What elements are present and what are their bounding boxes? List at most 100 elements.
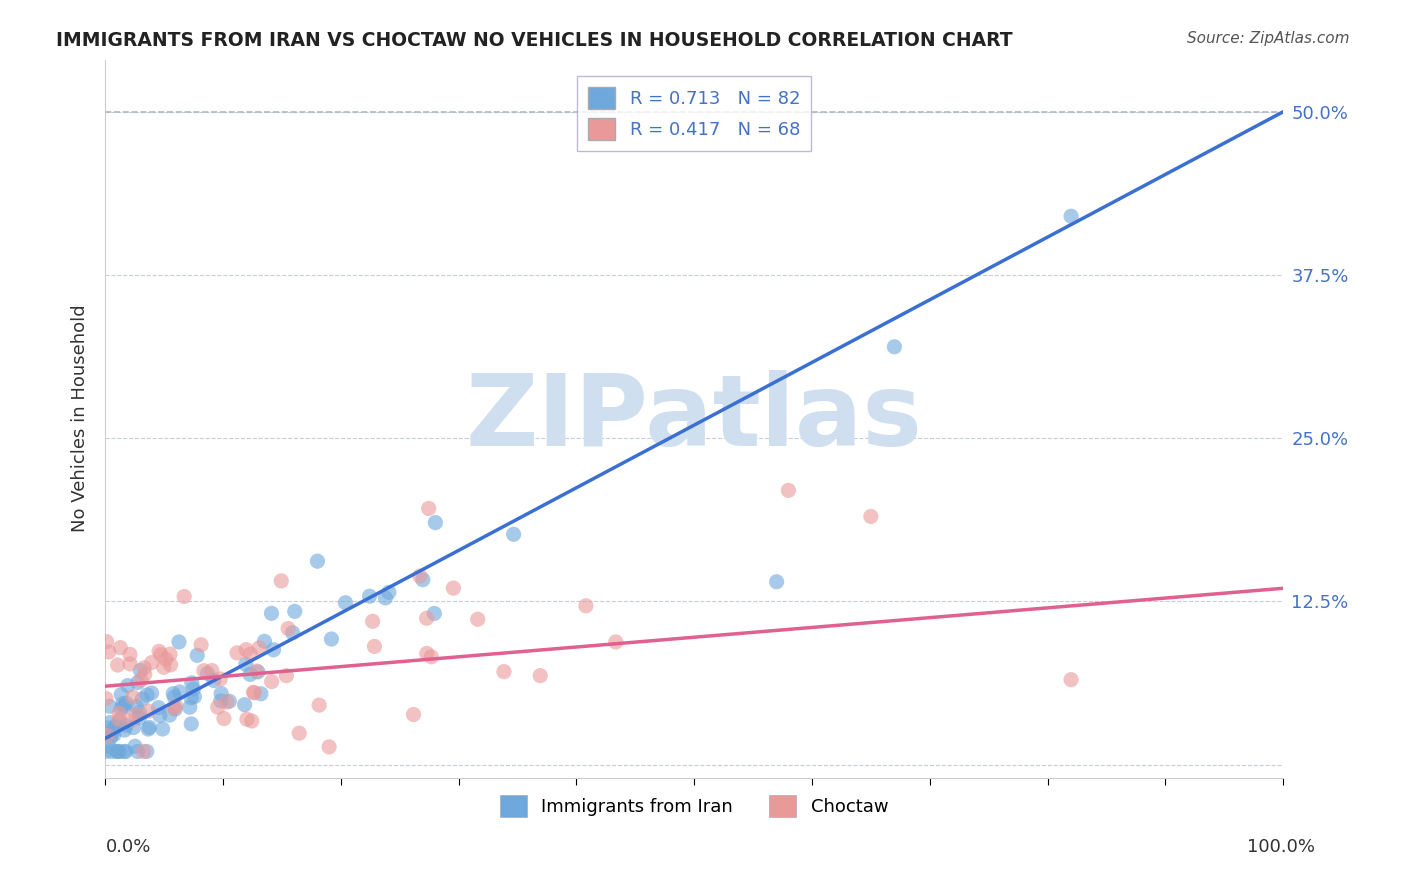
Point	[180, 690, 202, 705]
Point	[98, 699, 121, 714]
Point	[97, 739, 120, 753]
Point	[242, 685, 264, 699]
Point	[270, 574, 292, 588]
Point	[467, 612, 489, 626]
Point	[236, 712, 259, 726]
Point	[108, 713, 131, 727]
Point	[107, 744, 129, 758]
Point	[243, 686, 266, 700]
Point	[193, 664, 215, 678]
Point	[128, 711, 150, 725]
Point	[129, 673, 152, 687]
Point	[250, 687, 273, 701]
Point	[363, 640, 385, 654]
Point	[284, 604, 307, 618]
Point	[125, 699, 148, 714]
Point	[162, 687, 184, 701]
Point	[212, 712, 235, 726]
Point	[1060, 209, 1083, 223]
Point	[96, 721, 118, 735]
Point	[127, 744, 149, 758]
Point	[778, 483, 800, 498]
Point	[134, 667, 156, 681]
Point	[148, 644, 170, 658]
Point	[197, 666, 219, 681]
Point	[108, 744, 131, 758]
Point	[183, 690, 205, 704]
Point	[94, 744, 117, 758]
Point	[361, 615, 384, 629]
Point	[239, 667, 262, 681]
Point	[1060, 673, 1083, 687]
Point	[226, 646, 249, 660]
Point	[169, 685, 191, 699]
Point	[359, 589, 381, 603]
Point	[112, 744, 135, 758]
Point	[108, 706, 131, 720]
Text: IMMIGRANTS FROM IRAN VS CHOCTAW NO VEHICLES IN HOUSEHOLD CORRELATION CHART: IMMIGRANTS FROM IRAN VS CHOCTAW NO VEHIC…	[56, 31, 1012, 50]
Point	[104, 719, 127, 733]
Text: 100.0%: 100.0%	[1247, 838, 1315, 855]
Point	[167, 635, 190, 649]
Point	[425, 516, 447, 530]
Point	[288, 726, 311, 740]
Point	[135, 744, 157, 758]
Point	[129, 664, 152, 678]
Point	[114, 744, 136, 758]
Point	[159, 647, 181, 661]
Point	[202, 673, 225, 688]
Point	[374, 591, 396, 605]
Point	[235, 642, 257, 657]
Point	[127, 675, 149, 690]
Point	[207, 700, 229, 714]
Point	[107, 658, 129, 673]
Point	[492, 665, 515, 679]
Point	[159, 708, 181, 723]
Point	[149, 648, 172, 662]
Point	[105, 744, 128, 758]
Point	[247, 640, 270, 655]
Point	[420, 649, 443, 664]
Point	[165, 702, 187, 716]
Point	[173, 590, 195, 604]
Point	[108, 714, 131, 729]
Point	[235, 657, 257, 672]
Point	[321, 632, 343, 646]
Text: ZIPatlas: ZIPatlas	[465, 370, 922, 467]
Point	[415, 611, 437, 625]
Point	[125, 707, 148, 722]
Text: Source: ZipAtlas.com: Source: ZipAtlas.com	[1187, 31, 1350, 46]
Point	[148, 700, 170, 714]
Point	[141, 656, 163, 670]
Point	[112, 699, 135, 714]
Point	[97, 645, 120, 659]
Point	[308, 698, 330, 713]
Point	[233, 698, 256, 712]
Point	[246, 665, 269, 679]
Point	[128, 706, 150, 720]
Point	[138, 704, 160, 718]
Point	[115, 718, 138, 732]
Point	[100, 731, 122, 745]
Point	[502, 527, 524, 541]
Point	[110, 640, 132, 655]
Point	[190, 638, 212, 652]
Point	[201, 664, 224, 678]
Point	[409, 569, 432, 583]
Point	[138, 720, 160, 734]
Point	[96, 728, 118, 742]
Point	[416, 647, 439, 661]
Point	[218, 694, 240, 708]
Point	[529, 668, 551, 682]
Point	[239, 647, 262, 661]
Point	[136, 688, 159, 702]
Point	[163, 690, 186, 704]
Point	[118, 648, 141, 662]
Point	[159, 657, 181, 672]
Point	[240, 714, 263, 728]
Point	[180, 676, 202, 690]
Point	[117, 679, 139, 693]
Point	[111, 697, 134, 711]
Point	[155, 652, 177, 666]
Point	[765, 574, 787, 589]
